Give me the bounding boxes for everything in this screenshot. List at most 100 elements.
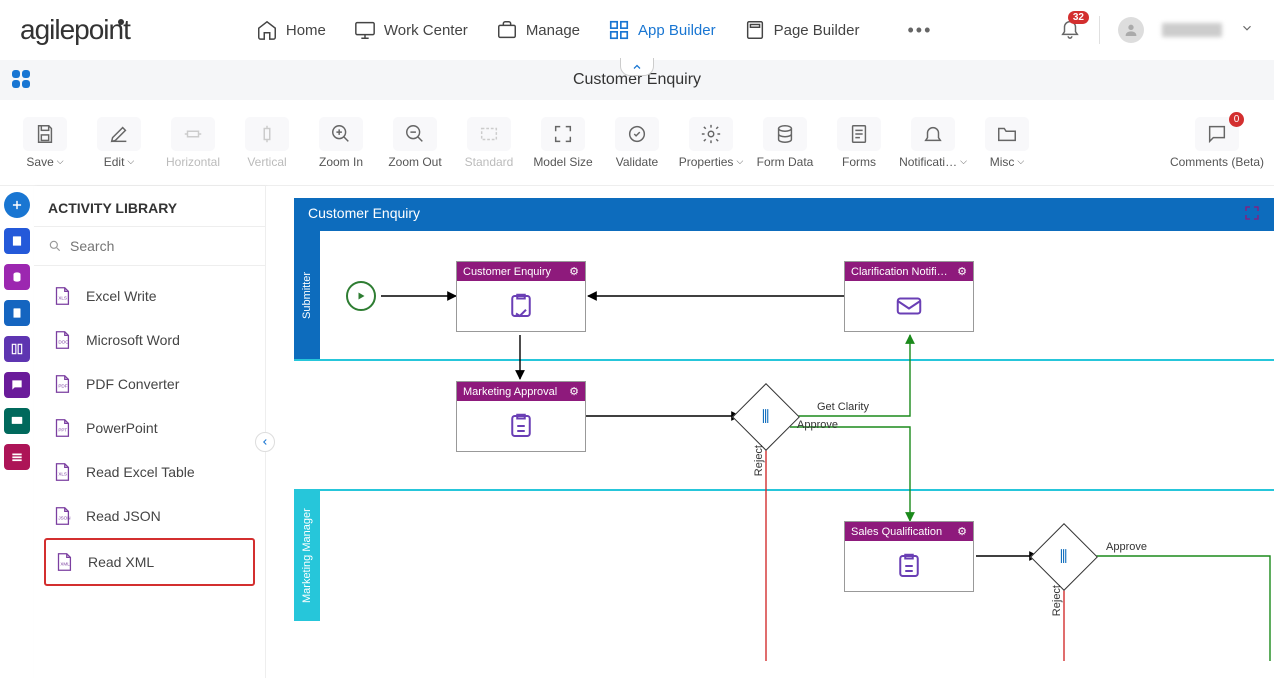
briefcase-icon (496, 19, 518, 41)
tool-zoom-out[interactable]: Zoom Out (380, 108, 450, 178)
align-v-icon (256, 123, 278, 145)
task-marketing-approval[interactable]: Marketing Approval ⚙ (456, 381, 586, 452)
list-icon (10, 450, 24, 464)
tool-horizontal[interactable]: Horizontal (158, 108, 228, 178)
comment-icon (1206, 123, 1228, 145)
activity-item[interactable]: XML Read XML (44, 538, 255, 586)
svg-text:XML: XML (60, 562, 70, 567)
validate-icon (626, 123, 648, 145)
activity-item[interactable]: XLSExcel Write (44, 274, 255, 318)
tool-properties[interactable]: Properties⌵ (676, 108, 746, 178)
activity-item[interactable]: XLS Read Excel Table (44, 450, 255, 494)
start-event[interactable] (346, 281, 376, 311)
toolbar: Save⌵ Edit⌵ Horizontal Vertical Zoom In … (0, 100, 1274, 186)
nav-home[interactable]: Home (256, 19, 326, 41)
top-nav: agilepoint Home Work Center Manage App B… (0, 0, 1274, 60)
tool-forms[interactable]: Forms (824, 108, 894, 178)
collapse-header-tab[interactable] (620, 58, 654, 76)
svg-text:PPT: PPT (58, 428, 67, 433)
zoom-out-icon (404, 123, 426, 145)
divider (1099, 16, 1100, 44)
activity-label: Microsoft Word (86, 332, 180, 348)
home-icon (256, 19, 278, 41)
swimlane-submitter[interactable]: Submitter (294, 231, 1274, 361)
tool-model-size[interactable]: Model Size (528, 108, 598, 178)
rail-item-7[interactable] (4, 444, 30, 470)
activity-label: PowerPoint (86, 420, 158, 436)
activity-item[interactable]: PDFPDF Converter (44, 362, 255, 406)
forms-icon (848, 123, 870, 145)
nav-app-builder[interactable]: App Builder (608, 19, 716, 41)
activity-label: Read Excel Table (86, 464, 195, 480)
rail-item-1[interactable] (4, 228, 30, 254)
database-icon (774, 123, 796, 145)
activity-item[interactable]: DOC Microsoft Word (44, 318, 255, 362)
file-type-icon: DOC (50, 328, 74, 352)
tool-standard[interactable]: Standard (454, 108, 524, 178)
fit-icon (478, 123, 500, 145)
gear-icon[interactable]: ⚙ (957, 525, 967, 538)
panel-collapse-handle[interactable] (255, 432, 275, 452)
file-type-icon: PDF (50, 372, 74, 396)
task-title: Marketing Approval (463, 386, 557, 398)
tool-misc[interactable]: Misc⌵ (972, 108, 1042, 178)
grid-icon (608, 19, 630, 41)
nav-manage[interactable]: Manage (496, 19, 580, 41)
expand-canvas-icon[interactable] (1244, 205, 1260, 221)
app-switcher[interactable] (12, 70, 32, 90)
edge-label: Approve (1106, 541, 1147, 553)
svg-text:XLS: XLS (58, 472, 67, 477)
task-sales-qualification[interactable]: Sales Qualification⚙ (844, 521, 974, 592)
task-title: Customer Enquiry (463, 266, 551, 278)
task-clarification[interactable]: Clarification Notifi…⚙ (844, 261, 974, 332)
monitor-icon (354, 19, 376, 41)
gear-icon (700, 123, 722, 145)
activity-item[interactable]: JSONRead JSON (44, 494, 255, 538)
user-menu-chevron[interactable] (1240, 21, 1254, 40)
avatar[interactable] (1118, 17, 1144, 43)
activity-item[interactable]: PPT PowerPoint (44, 406, 255, 450)
task-customer-enquiry[interactable]: Customer Enquiry ⚙ (456, 261, 586, 332)
canvas-title-bar: Customer Enquiry (294, 198, 1274, 228)
canvas[interactable]: Customer Enquiry Submitter Marketing Man… (266, 186, 1274, 678)
activity-label: Excel Write (86, 288, 157, 304)
save-icon (34, 123, 56, 145)
rail-item-3[interactable] (4, 300, 30, 326)
rail-item-6[interactable] (4, 408, 30, 434)
tool-zoom-in[interactable]: Zoom In (306, 108, 376, 178)
rail-item-5[interactable] (4, 372, 30, 398)
rail-item-4[interactable] (4, 336, 30, 362)
search-input[interactable] (70, 238, 251, 254)
tool-form-data[interactable]: Form Data (750, 108, 820, 178)
tool-save[interactable]: Save⌵ (10, 108, 80, 178)
activity-label: Read XML (88, 554, 154, 570)
tool-edit[interactable]: Edit⌵ (84, 108, 154, 178)
play-icon (355, 290, 367, 302)
file-type-icon: JSON (50, 504, 74, 528)
rail-add[interactable] (4, 192, 30, 218)
chevron-down-icon (1240, 21, 1254, 35)
tool-comments[interactable]: 0 Comments (Beta) (1170, 108, 1264, 178)
gear-icon[interactable]: ⚙ (957, 265, 967, 278)
expand-icon (552, 123, 574, 145)
align-h-icon (182, 123, 204, 145)
nav-more[interactable]: ••• (908, 20, 933, 41)
tool-validate[interactable]: Validate (602, 108, 672, 178)
gear-icon[interactable]: ⚙ (569, 265, 579, 278)
user-icon (1123, 22, 1139, 38)
tool-vertical[interactable]: Vertical (232, 108, 302, 178)
tool-notifications[interactable]: Notificati…⌵ (898, 108, 968, 178)
edge-label: Get Clarity (817, 401, 869, 413)
panel-search (34, 227, 265, 266)
chat-icon (10, 378, 24, 392)
svg-text:PDF: PDF (58, 384, 67, 389)
edge-label: Approve (797, 419, 838, 431)
nav-page-builder[interactable]: Page Builder (744, 19, 860, 41)
svg-text:DOC: DOC (58, 340, 69, 345)
canvas-body[interactable]: Submitter Marketing Manager Sales Qualif… (294, 228, 1274, 658)
nav-work-center[interactable]: Work Center (354, 19, 468, 41)
swimlane-sales[interactable]: Sales Qualification (294, 491, 1274, 651)
gear-icon[interactable]: ⚙ (569, 385, 579, 398)
rail-item-2[interactable] (4, 264, 30, 290)
notifications-button[interactable]: 32 (1059, 17, 1081, 44)
